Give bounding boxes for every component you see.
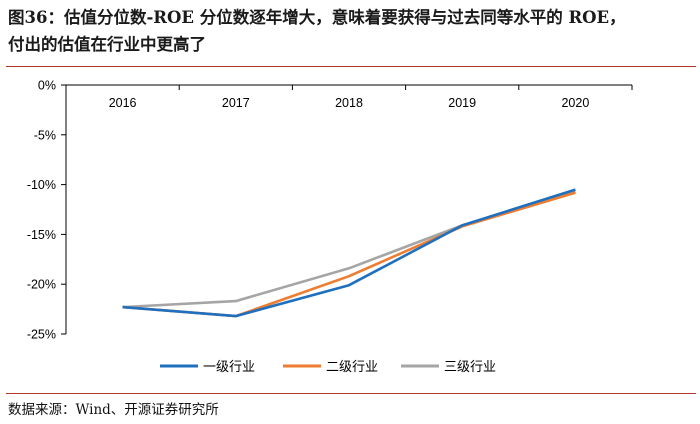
x-tick-label: 2018	[335, 96, 363, 110]
line-chart: 0% -5% -10% -15% -20% -25% 2016 2017 2018 2019 202…	[27, 79, 633, 375]
source-note: 数据来源：Wind、开源证券研究所	[8, 402, 219, 418]
chart-title: 图36：估值分位数-ROE 分位数逐年增大，意味着要获得与过去同等水平的 ROE…	[8, 4, 696, 58]
x-tick-label: 2017	[222, 96, 250, 110]
y-tick-label: -15%	[27, 228, 56, 242]
y-tick-label: -10%	[27, 178, 56, 192]
top-rule	[6, 66, 696, 67]
y-tick-label: 0%	[38, 79, 56, 93]
legend-label-2: 二级行业	[326, 360, 378, 375]
series-line-1	[122, 188, 576, 318]
title-line-1: 图36：估值分位数-ROE 分位数逐年增大，意味着要获得与过去同等水平的 ROE…	[8, 8, 626, 27]
bottom-rule	[6, 393, 696, 394]
y-tick-label: -5%	[34, 128, 56, 142]
x-tick-label: 2019	[448, 96, 476, 110]
legend-label-1: 一级行业	[203, 360, 255, 375]
x-tick-label: 2020	[561, 96, 589, 110]
title-line-2: 付出的估值在行业中更高了	[8, 35, 206, 54]
y-tick-label: -25%	[27, 328, 56, 342]
series-line-3	[122, 190, 576, 309]
y-tick-label: -20%	[27, 278, 56, 292]
x-tick-label: 2016	[109, 96, 137, 110]
legend-label-3: 三级行业	[444, 360, 496, 375]
